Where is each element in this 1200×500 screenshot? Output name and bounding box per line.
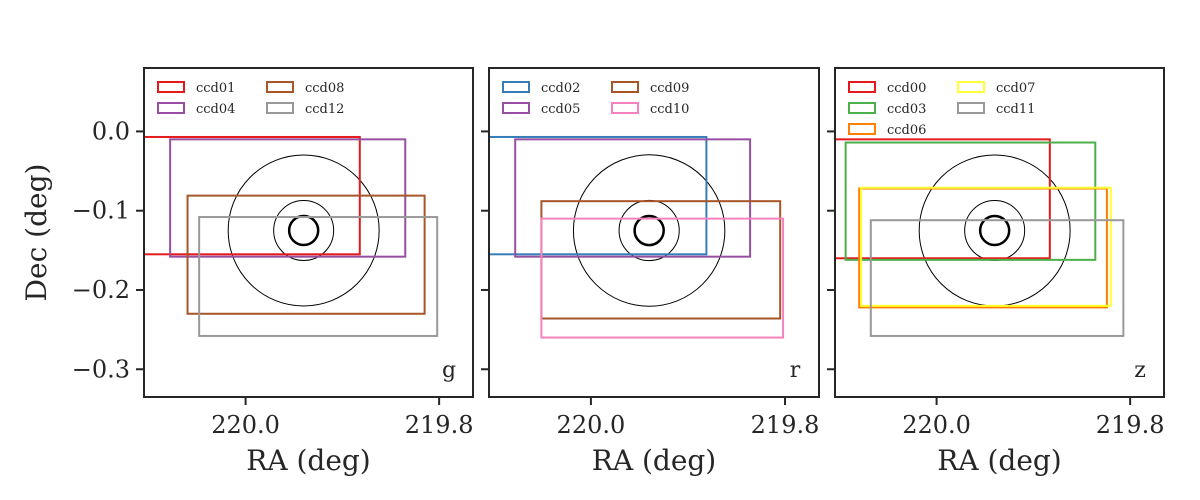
legend-swatch — [157, 81, 185, 93]
legend-swatch — [502, 81, 530, 93]
panel-g: 220.0 219.8 0.0 −0.1 −0.2 −0.3 RA (deg) Dec (de… — [20, 67, 474, 477]
x-tick-label: 220.0 — [211, 411, 280, 439]
y-tick-label: −0.2 — [72, 276, 130, 304]
x-tick-label: 220.0 — [902, 411, 971, 439]
x-axis-label: RA (deg) — [246, 444, 370, 477]
ccd-footprint-ccd08 — [186, 194, 426, 315]
plot-content — [144, 135, 439, 337]
legend-swatch — [848, 81, 876, 93]
target-circle — [227, 154, 380, 307]
x-tick-label: 219.8 — [751, 411, 820, 439]
x-tick-label: 220.0 — [557, 411, 626, 439]
legend-label: ccd06 — [887, 123, 926, 138]
legend-label: ccd10 — [650, 102, 689, 117]
legend-swatch — [266, 102, 294, 114]
band-label: z — [1134, 358, 1146, 383]
ccd-footprint-ccd10 — [540, 217, 785, 339]
legend-swatch — [611, 102, 639, 114]
legend-swatch — [611, 81, 639, 93]
band-label: g — [442, 358, 456, 383]
legend-label: ccd01 — [196, 81, 235, 96]
ccd-footprint-ccd02 — [489, 135, 708, 256]
legend-swatch — [848, 123, 876, 135]
legend-swatch — [957, 102, 985, 114]
target-circle — [572, 154, 726, 307]
legend-label: ccd07 — [996, 81, 1035, 96]
y-tick-label: 0.0 — [92, 117, 130, 145]
ccd-footprint-ccd00 — [835, 138, 1051, 260]
ccd-footprint-ccd04 — [169, 138, 407, 258]
panel-r: 220.0 219.8 RA (deg) r ccd02 ccd05 ccd09 ccd10 — [481, 67, 820, 477]
y-axis-label: Dec (deg) — [20, 164, 53, 302]
axes-frame — [143, 67, 474, 398]
band-label: r — [790, 358, 801, 383]
axes-frame — [834, 67, 1165, 398]
ccd-footprint-ccd11 — [869, 219, 1125, 337]
legend: ccd00 ccd03 ccd06 ccd07 ccd11 — [848, 81, 1035, 138]
ccd-footprint-ccd05 — [514, 138, 752, 258]
x-tick-label: 219.8 — [405, 411, 474, 439]
target-circle — [978, 214, 1011, 247]
target-circle — [287, 214, 320, 247]
y-tick-label: −0.3 — [72, 355, 130, 383]
plot-area — [489, 68, 819, 397]
legend-label: ccd02 — [541, 81, 580, 96]
ccd-footprint-ccd03 — [844, 141, 1097, 261]
plot-area — [835, 68, 1164, 397]
target-circle — [273, 200, 335, 262]
ccd-footprint-ccd07 — [860, 186, 1112, 307]
legend-label: ccd12 — [305, 102, 344, 117]
legend: ccd02 ccd05 ccd09 ccd10 — [502, 81, 689, 117]
legend-swatch — [848, 102, 876, 114]
axes-frame — [488, 67, 820, 398]
legend-label: ccd09 — [650, 81, 689, 96]
legend: ccd01 ccd04 ccd08 ccd12 — [157, 81, 344, 117]
legend-label: ccd05 — [541, 102, 580, 117]
plot-content — [835, 138, 1125, 337]
legend-swatch — [266, 81, 294, 93]
legend-swatch — [957, 81, 985, 93]
x-axis-label: RA (deg) — [592, 444, 716, 477]
x-tick-label: 219.8 — [1096, 411, 1165, 439]
legend-label: ccd00 — [887, 81, 926, 96]
ccd-footprint-ccd12 — [198, 216, 439, 337]
legend-label: ccd04 — [196, 102, 235, 117]
legend-label: ccd08 — [305, 81, 344, 96]
legend-swatch — [502, 102, 530, 114]
y-tick-label: −0.1 — [72, 197, 130, 225]
x-axis-label: RA (deg) — [937, 444, 1061, 477]
legend-swatch — [157, 102, 185, 114]
panel-z: 220.0 219.8RA (deg)zccd00ccd03ccd06ccd07c… — [827, 67, 1165, 477]
target-circle — [633, 214, 665, 247]
legend-label: ccd11 — [996, 102, 1035, 117]
plot-content — [489, 135, 785, 339]
legend-label: ccd03 — [887, 102, 926, 117]
